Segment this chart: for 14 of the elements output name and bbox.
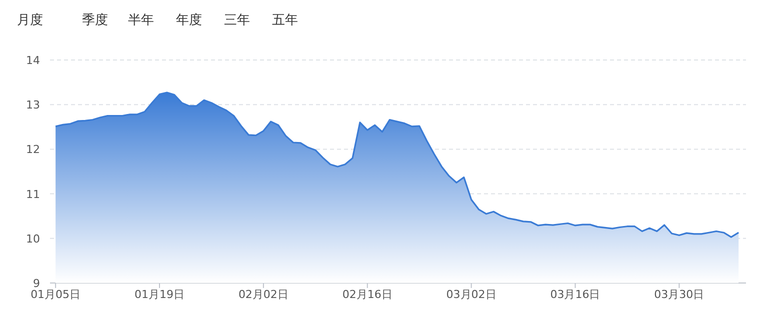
y-tick-label: 13 <box>26 98 40 112</box>
x-tick-label: 01月19日 <box>134 288 185 301</box>
y-tick-label: 12 <box>26 143 40 156</box>
x-tick-label: 02月02日 <box>238 288 288 301</box>
x-tick-label: 03月30日 <box>654 288 704 301</box>
annotations: 月度 季度 半年 年度 三年 五年 <box>17 13 298 28</box>
x-tick-label: 01月05日 <box>30 288 81 301</box>
x-tick-label: 02月16日 <box>342 288 392 301</box>
y-tick-label: 10 <box>26 232 40 246</box>
y-tick-label: 14 <box>26 54 40 67</box>
x-tick-label: 03月16日 <box>550 288 600 301</box>
y-tick-label: 11 <box>26 188 40 201</box>
y-tick-label: 9 <box>33 277 40 290</box>
x-tick-label: 03月02日 <box>446 288 496 301</box>
